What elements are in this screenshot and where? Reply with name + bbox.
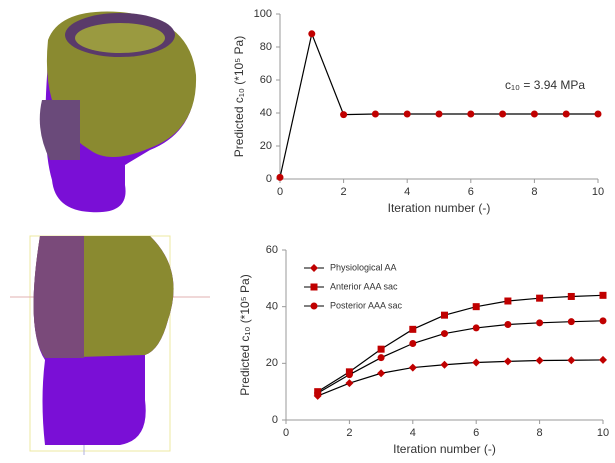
marker bbox=[503, 357, 512, 366]
marker bbox=[567, 318, 575, 326]
marker bbox=[403, 110, 411, 118]
marker bbox=[499, 110, 507, 118]
marker bbox=[536, 319, 544, 327]
series-line bbox=[279, 31, 598, 178]
y-tick-label: 60 bbox=[260, 74, 272, 86]
x-tick-label: 4 bbox=[410, 427, 416, 439]
marker bbox=[377, 345, 385, 353]
y-axis-label: Predicted c₁₀ (*10⁵ Pa) bbox=[238, 274, 252, 395]
marker bbox=[441, 311, 448, 319]
x-tick-label: 10 bbox=[597, 427, 609, 439]
marker bbox=[308, 30, 316, 38]
marker bbox=[345, 379, 354, 388]
marker bbox=[440, 360, 449, 369]
marker bbox=[562, 110, 570, 118]
annotation: c₁₀ = 3.94 MPa bbox=[505, 78, 585, 92]
x-axis-label: Iteration number (-) bbox=[393, 442, 496, 456]
marker bbox=[599, 355, 607, 364]
marker bbox=[377, 354, 385, 362]
x-tick-label: 0 bbox=[277, 186, 283, 198]
y-tick-label: 80 bbox=[260, 41, 272, 53]
marker bbox=[536, 294, 544, 302]
series-line bbox=[317, 359, 604, 397]
x-tick-label: 6 bbox=[473, 427, 479, 439]
x-tick-label: 0 bbox=[283, 427, 289, 439]
y-tick-label: 0 bbox=[266, 173, 272, 185]
marker bbox=[377, 369, 386, 378]
marker bbox=[409, 340, 417, 347]
marker bbox=[371, 110, 379, 118]
y-tick-label: 20 bbox=[266, 357, 278, 369]
marker bbox=[314, 389, 322, 397]
marker bbox=[435, 110, 443, 118]
marker bbox=[340, 111, 348, 119]
x-tick-label: 6 bbox=[468, 186, 474, 198]
x-tick-label: 8 bbox=[537, 427, 543, 439]
marker bbox=[535, 356, 544, 365]
series-line bbox=[317, 320, 604, 394]
y-tick-label: 60 bbox=[266, 244, 278, 256]
marker bbox=[594, 110, 602, 118]
marker bbox=[441, 330, 448, 338]
series-line bbox=[317, 294, 604, 393]
y-tick-label: 40 bbox=[260, 107, 272, 119]
marker bbox=[567, 356, 576, 365]
marker bbox=[472, 303, 480, 311]
model-bottom bbox=[10, 235, 210, 455]
x-axis-label: Iteration number (-) bbox=[388, 201, 491, 215]
x-tick-label: 4 bbox=[404, 186, 410, 198]
marker bbox=[276, 173, 284, 181]
marker bbox=[472, 324, 480, 332]
marker bbox=[530, 110, 538, 118]
marker bbox=[408, 363, 417, 372]
legend-label: Physiological AA bbox=[330, 262, 397, 272]
model-top bbox=[39, 11, 197, 213]
legend-marker bbox=[310, 302, 318, 310]
marker bbox=[467, 110, 475, 118]
marker bbox=[345, 371, 353, 379]
legend-label: Anterior AAA sac bbox=[330, 281, 398, 291]
marker bbox=[599, 317, 607, 325]
legend-label: Posterior AAA sac bbox=[330, 300, 403, 310]
legend-marker bbox=[310, 283, 318, 291]
marker bbox=[567, 292, 575, 300]
marker bbox=[409, 325, 417, 333]
marker bbox=[599, 291, 607, 299]
marker bbox=[504, 321, 512, 329]
y-tick-label: 100 bbox=[254, 8, 272, 20]
y-tick-label: 40 bbox=[266, 301, 278, 313]
legend-marker bbox=[310, 264, 318, 272]
x-tick-label: 10 bbox=[592, 186, 604, 198]
marker bbox=[504, 297, 512, 305]
marker bbox=[472, 358, 481, 367]
y-axis-label: Predicted c₁₀ (*10⁵ Pa) bbox=[232, 36, 246, 157]
x-tick-label: 2 bbox=[341, 186, 347, 198]
x-tick-label: 8 bbox=[531, 186, 537, 198]
y-tick-label: 20 bbox=[260, 140, 272, 152]
x-tick-label: 2 bbox=[346, 427, 352, 439]
y-tick-label: 0 bbox=[272, 414, 278, 426]
